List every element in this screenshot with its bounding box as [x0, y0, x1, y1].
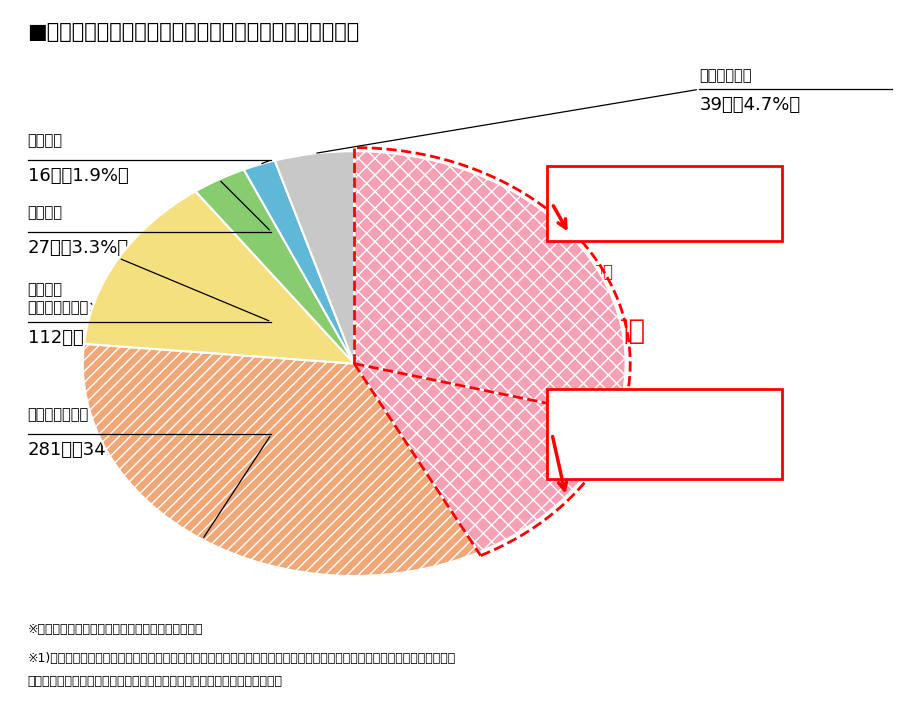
Text: その他の施述: その他の施述 [698, 68, 751, 84]
Text: 「マッサージ」: 「マッサージ」 [28, 407, 89, 422]
Text: 約半数も！: 約半数も！ [562, 317, 645, 345]
Text: 接骨院や
整骨院での背術×1: 接骨院や 整骨院での背術×1 [28, 282, 110, 315]
Wedge shape [196, 170, 354, 364]
Text: 110件（13.3%）: 110件（13.3%） [562, 446, 706, 465]
Text: ※件数は本件のために特別に事例を精査したもの。: ※件数は本件のために特別に事例を精査したもの。 [28, 623, 203, 636]
Text: 「指圧」: 「指圧」 [28, 205, 62, 220]
Wedge shape [83, 344, 478, 576]
Text: 39件（4.7%）: 39件（4.7%） [698, 96, 800, 114]
Text: 281件（34.1%）: 281件（34.1%） [28, 441, 152, 459]
FancyBboxPatch shape [547, 166, 781, 241]
Text: ■手技による医療類似行為で医療危害を受けた施術の内容: ■手技による医療類似行為で医療危害を受けた施術の内容 [28, 22, 359, 42]
Wedge shape [84, 192, 354, 364]
Text: 整体による
被害は: 整体による 被害は [562, 263, 612, 305]
Text: 112件（13.6%）: 112件（13.6%） [28, 329, 151, 347]
Text: ※1)「接骨院」もしくは「整骨院」で施術を受けたとの記載があるが、背術の具体的内容については記載されていない相談。: ※1)「接骨院」もしくは「整骨院」で施術を受けたとの記載があるが、背術の具体的内… [28, 652, 455, 665]
Wedge shape [244, 161, 354, 364]
Text: 「接骨院」や「整骨院」は柔道整復師が施術を行う施術所の名称である。: 「接骨院」や「整骨院」は柔道整復師が施術を行う施術所の名称である。 [28, 675, 282, 688]
FancyBboxPatch shape [547, 389, 781, 479]
Wedge shape [275, 151, 354, 364]
Text: 「整体」: 「整体」 [562, 176, 599, 192]
Text: 16件（1.9%）: 16件（1.9%） [28, 167, 129, 185]
Text: 27件（3.3%）: 27件（3.3%） [28, 239, 129, 257]
Text: 「矯正」: 「矯正」 [28, 133, 62, 148]
Wedge shape [354, 364, 616, 552]
Wedge shape [354, 151, 625, 418]
Text: 「カイロプラク
ティック」: 「カイロプラク ティック」 [562, 400, 626, 434]
Text: 240件（29.1%）: 240件（29.1%） [562, 200, 706, 219]
